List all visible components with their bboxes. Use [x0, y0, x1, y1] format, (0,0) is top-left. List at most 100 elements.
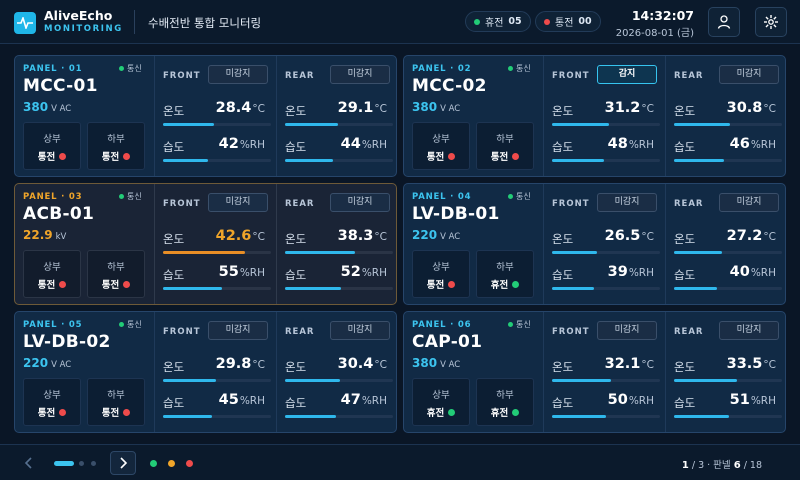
pager-dot[interactable] — [79, 461, 84, 466]
rear-detection-tag[interactable]: 미감지 — [719, 321, 779, 340]
humidity-bar-fill — [285, 415, 336, 418]
temperature-label: 온도 — [552, 360, 574, 374]
front-label: FRONT — [163, 327, 201, 337]
upper-breaker[interactable]: 상부 휴전 — [412, 378, 470, 426]
temperature-label: 온도 — [674, 104, 696, 118]
panel-name: LV-DB-02 — [23, 332, 111, 352]
pager-dot[interactable] — [91, 461, 96, 466]
rear-detection-tag[interactable]: 미감지 — [719, 65, 779, 84]
panel-card[interactable]: PANEL · 05 통신 LV-DB-02 220 V AC 상부 통전 하부 … — [14, 311, 397, 433]
user-button[interactable] — [708, 7, 740, 37]
panel-card[interactable]: PANEL · 03 통신 ACB-01 22.9 kV 상부 통전 하부 통전 … — [14, 183, 397, 305]
front-section: FRONT 감지 온도 31.2°C 습도 48%RH — [544, 56, 666, 176]
rear-temperature-bar — [285, 251, 393, 254]
section-divider — [543, 312, 544, 432]
front-temperature-bar — [163, 379, 271, 382]
front-detection-tag[interactable]: 감지 — [597, 65, 657, 84]
upper-breaker[interactable]: 상부 통전 — [23, 378, 81, 426]
comm-dot-icon — [119, 194, 124, 199]
temperature-bar-fill — [674, 251, 722, 254]
temperature-bar-fill — [674, 379, 737, 382]
temperature-bar-fill — [552, 123, 609, 126]
lower-breaker[interactable]: 하부 통전 — [87, 250, 145, 298]
rear-section: REAR 미감지 온도 30.4°C 습도 47%RH — [277, 312, 396, 432]
lower-breaker[interactable]: 하부 통전 — [87, 378, 145, 426]
upper-breaker-label: 상부 — [43, 262, 61, 273]
rear-humidity-value: 46%RH — [729, 136, 776, 152]
rear-detection-tag[interactable]: 미감지 — [330, 193, 390, 212]
front-detection-tag[interactable]: 미감지 — [208, 65, 268, 84]
front-temperature-value: 32.1°C — [604, 356, 654, 372]
next-page-button[interactable] — [110, 451, 136, 475]
front-detection-tag[interactable]: 미감지 — [597, 321, 657, 340]
panel-name: MCC-02 — [412, 76, 487, 96]
section-divider — [154, 184, 155, 304]
front-label: FRONT — [163, 199, 201, 209]
status-dot-icon — [123, 280, 131, 288]
rear-humidity-value: 44%RH — [340, 136, 387, 152]
rear-detection-tag[interactable]: 미감지 — [330, 321, 390, 340]
upper-breaker[interactable]: 상부 통전 — [23, 250, 81, 298]
front-temperature-bar — [163, 251, 271, 254]
humidity-label: 습도 — [552, 140, 574, 154]
comm-status: 통신 — [119, 319, 142, 330]
lower-breaker[interactable]: 하부 통전 — [476, 122, 534, 170]
legend-red-dot — [186, 460, 193, 467]
rear-label: REAR — [674, 71, 704, 81]
front-temperature-bar — [163, 123, 271, 126]
energized-count: 00 — [578, 16, 592, 27]
upper-breaker[interactable]: 상부 통전 — [412, 122, 470, 170]
section-divider — [276, 56, 277, 176]
upper-breaker[interactable]: 상부 통전 — [412, 250, 470, 298]
panel-voltage: 220 V AC — [412, 228, 461, 242]
temperature-bar-fill — [285, 123, 338, 126]
upper-breaker[interactable]: 상부 통전 — [23, 122, 81, 170]
upper-breaker-label: 상부 — [432, 134, 450, 145]
brand-subtitle: MONITORING — [44, 24, 123, 34]
settings-button[interactable] — [755, 7, 787, 37]
green-dot-icon — [474, 18, 480, 25]
upper-breaker-status: 통전 — [413, 149, 469, 163]
humidity-bar-fill — [674, 287, 717, 290]
lower-breaker[interactable]: 하부 통전 — [87, 122, 145, 170]
rear-detection-tag[interactable]: 미감지 — [330, 65, 390, 84]
section-divider — [276, 312, 277, 432]
lower-breaker[interactable]: 하부 휴전 — [476, 250, 534, 298]
front-detection-tag[interactable]: 미감지 — [208, 321, 268, 340]
temperature-label: 온도 — [285, 360, 307, 374]
front-humidity-value: 42%RH — [218, 136, 265, 152]
section-divider — [543, 56, 544, 176]
lower-breaker[interactable]: 하부 휴전 — [476, 378, 534, 426]
panel-name: LV-DB-01 — [412, 204, 500, 224]
rear-temperature-value: 38.3°C — [337, 228, 387, 244]
lower-breaker-label: 하부 — [496, 390, 514, 401]
page-indicator: 1 / 3 · 판넬 6 / 18 — [682, 457, 762, 471]
rear-humidity-value: 52%RH — [340, 264, 387, 280]
humidity-bar-fill — [674, 159, 724, 162]
front-section: FRONT 미감지 온도 29.8°C 습도 45%RH — [155, 312, 277, 432]
status-dot-icon — [448, 280, 456, 288]
header-divider — [134, 10, 135, 34]
humidity-label: 습도 — [285, 396, 307, 410]
status-dot-icon — [59, 408, 67, 416]
front-temperature-value: 29.8°C — [215, 356, 265, 372]
rear-label: REAR — [285, 327, 315, 337]
front-humidity-bar — [163, 159, 271, 162]
front-humidity-bar — [552, 159, 660, 162]
humidity-bar-fill — [552, 159, 604, 162]
panel-card[interactable]: PANEL · 01 통신 MCC-01 380 V AC 상부 통전 하부 통전… — [14, 55, 397, 177]
pager-dot-active[interactable] — [54, 461, 74, 466]
lower-breaker-label: 하부 — [496, 262, 514, 273]
top-bar: AliveEcho MONITORING 수배전반 통합 모니터링 휴전 05 … — [0, 0, 800, 44]
front-detection-tag[interactable]: 미감지 — [208, 193, 268, 212]
humidity-label: 습도 — [674, 396, 696, 410]
humidity-bar-fill — [552, 287, 594, 290]
panel-card[interactable]: PANEL · 06 통신 CAP-01 380 V AC 상부 휴전 하부 휴전… — [403, 311, 786, 433]
upper-breaker-status: 통전 — [24, 405, 80, 419]
panel-card[interactable]: PANEL · 04 통신 LV-DB-01 220 V AC 상부 통전 하부 … — [403, 183, 786, 305]
prev-page-button[interactable] — [16, 451, 42, 475]
panel-card[interactable]: PANEL · 02 통신 MCC-02 380 V AC 상부 통전 하부 통전… — [403, 55, 786, 177]
front-detection-tag[interactable]: 미감지 — [597, 193, 657, 212]
temperature-label: 온도 — [285, 232, 307, 246]
rear-detection-tag[interactable]: 미감지 — [719, 193, 779, 212]
